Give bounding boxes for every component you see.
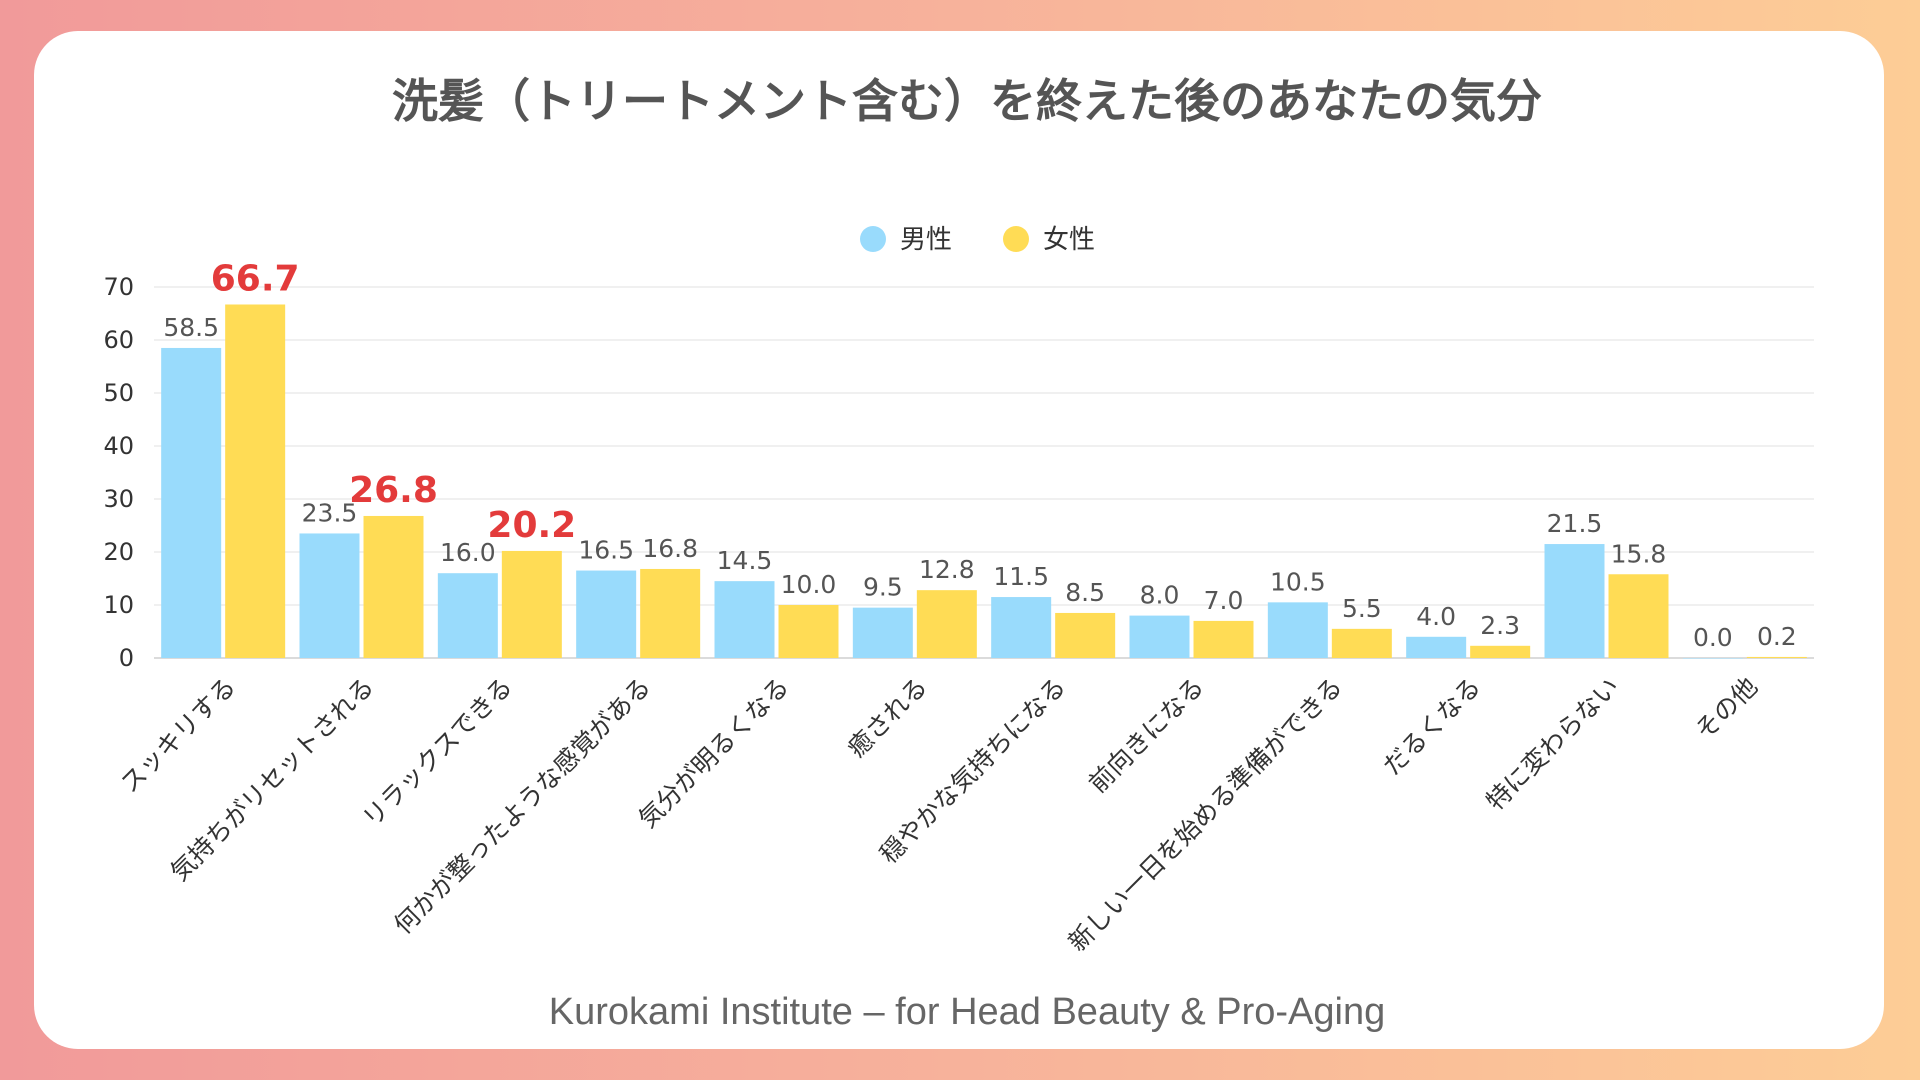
value-label-male: 21.5 xyxy=(1547,509,1603,538)
legend: 男性 女性 xyxy=(860,225,1095,255)
bar-male xyxy=(1406,636,1467,658)
value-label-female: 2.3 xyxy=(1480,611,1520,640)
category-label: 癒される xyxy=(842,672,933,763)
bar-female xyxy=(1331,628,1392,658)
value-label-female: 16.8 xyxy=(642,534,698,563)
legend-female-swatch xyxy=(1003,226,1029,252)
y-axis-ticks: 0 10 20 30 40 50 60 70 xyxy=(103,273,134,672)
y-tick-label: 30 xyxy=(103,485,134,513)
value-label-male: 4.0 xyxy=(1416,602,1456,631)
value-label-female: 5.5 xyxy=(1342,594,1382,623)
y-tick-label: 60 xyxy=(103,326,134,354)
value-labels: 58.5 66.7 23.526.816.020.216.5 16.8 14.5 10.0… xyxy=(163,258,1796,652)
y-tick-label: 50 xyxy=(103,379,134,407)
bar-male xyxy=(576,570,637,658)
bar-female xyxy=(1055,612,1116,658)
value-label-male: 58.5 xyxy=(163,313,219,342)
bar-female xyxy=(1193,620,1254,658)
value-label-female: 66.7 xyxy=(211,258,300,299)
value-label-male: 8.0 xyxy=(1140,581,1180,610)
category-label: 気分が明るくなる xyxy=(633,672,795,834)
footer-credit: Kurokami Institute – for Head Beauty & P… xyxy=(549,991,1385,1033)
bar-male xyxy=(437,573,498,658)
chart-title: 洗髪（トリートメント含む）を終えた後のあなたの気分 xyxy=(392,74,1542,128)
value-label-female: 20.2 xyxy=(487,505,576,546)
bar-male xyxy=(1267,602,1328,658)
category-label: リラックスできる xyxy=(357,672,518,833)
value-label-male: 10.5 xyxy=(1270,567,1326,596)
category-label: 新しい一日を始める準備ができる xyxy=(1063,672,1348,957)
value-label-female: 15.8 xyxy=(1611,539,1667,568)
y-tick-label: 70 xyxy=(103,273,134,301)
value-label-male: 23.5 xyxy=(302,498,358,527)
legend-male-label: 男性 xyxy=(900,225,952,255)
category-labels: スッキリする気持ちがリセットされるリラックスできる何かが整ったような感覚がある気… xyxy=(115,672,1763,957)
legend-female-label: 女性 xyxy=(1043,225,1095,255)
value-label-female: 10.0 xyxy=(781,570,837,599)
bar-female xyxy=(1746,656,1807,658)
value-label-male: 11.5 xyxy=(993,562,1049,591)
legend-male-swatch xyxy=(860,226,886,252)
bar-male xyxy=(1544,544,1605,658)
y-tick-label: 10 xyxy=(103,591,134,619)
gridlines xyxy=(154,286,1814,659)
bar-female xyxy=(778,605,839,658)
bar-male xyxy=(1129,615,1190,658)
bar-male xyxy=(299,533,360,658)
bar-female xyxy=(363,515,424,658)
bar-chart: 洗髪（トリートメント含む）を終えた後のあなたの気分 男性 女性 0 10 20 30 4… xyxy=(103,74,1814,1033)
bar-male xyxy=(161,347,222,658)
value-label-female: 7.0 xyxy=(1204,586,1244,615)
value-label-female: 12.8 xyxy=(919,555,975,584)
bar-male xyxy=(852,607,913,658)
value-label-male: 0.0 xyxy=(1693,623,1733,652)
category-label: スッキリする xyxy=(115,672,242,799)
category-label: 何かが整ったような感覚がある xyxy=(388,672,656,940)
bar-male xyxy=(991,597,1052,658)
value-label-male: 16.5 xyxy=(578,536,634,565)
value-label-female: 26.8 xyxy=(349,470,438,511)
bar-male xyxy=(1682,658,1743,659)
bar-female xyxy=(640,568,701,658)
chart-card: 洗髪（トリートメント含む）を終えた後のあなたの気分 男性 女性 0 10 20 30 4… xyxy=(34,31,1884,1049)
value-label-male: 14.5 xyxy=(717,546,773,575)
bar-female xyxy=(1608,574,1669,658)
bars xyxy=(161,304,1807,659)
bar-female xyxy=(501,550,562,658)
category-label: だるくなる xyxy=(1378,672,1487,781)
category-label: その他 xyxy=(1690,672,1764,746)
value-label-male: 16.0 xyxy=(440,538,496,567)
bar-female xyxy=(1470,645,1531,658)
y-tick-label: 0 xyxy=(119,644,134,672)
value-label-male: 9.5 xyxy=(863,573,903,602)
bar-female xyxy=(916,590,977,658)
value-label-female: 8.5 xyxy=(1065,578,1105,607)
bar-male xyxy=(714,581,775,658)
category-label: 特に変わらない xyxy=(1480,672,1624,816)
bar-female xyxy=(225,304,286,658)
category-label: 前向きになる xyxy=(1083,672,1210,799)
value-label-female: 0.2 xyxy=(1757,622,1797,651)
y-tick-label: 40 xyxy=(103,432,134,460)
y-tick-label: 20 xyxy=(103,538,134,566)
